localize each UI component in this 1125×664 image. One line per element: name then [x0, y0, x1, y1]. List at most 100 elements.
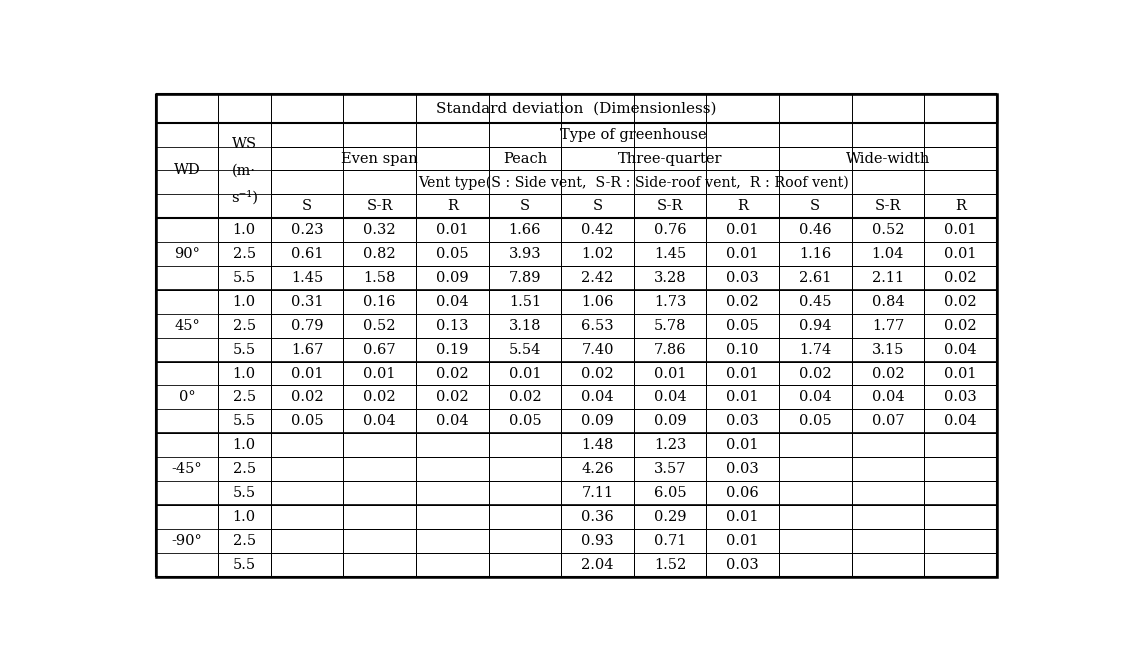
- Bar: [778, 290, 852, 314]
- Bar: [343, 410, 416, 434]
- Bar: [271, 314, 343, 338]
- Text: 3.15: 3.15: [872, 343, 904, 357]
- Bar: [156, 123, 218, 218]
- Text: 0.16: 0.16: [363, 295, 396, 309]
- Bar: [343, 529, 416, 552]
- Bar: [633, 386, 706, 410]
- Bar: [561, 338, 633, 362]
- Text: 0.04: 0.04: [436, 295, 469, 309]
- Bar: [488, 338, 561, 362]
- Text: 0.01: 0.01: [944, 247, 976, 261]
- Bar: [488, 147, 561, 171]
- Bar: [416, 338, 488, 362]
- Bar: [706, 266, 778, 290]
- Text: 2.5: 2.5: [233, 390, 255, 404]
- Text: 0.09: 0.09: [654, 414, 686, 428]
- Bar: [218, 266, 271, 290]
- Bar: [343, 338, 416, 362]
- Text: 0.04: 0.04: [944, 343, 976, 357]
- Text: 0.04: 0.04: [436, 414, 469, 428]
- Bar: [416, 505, 488, 529]
- Text: 0.36: 0.36: [582, 510, 614, 524]
- Text: 0.02: 0.02: [944, 271, 976, 285]
- Text: 0.05: 0.05: [290, 414, 323, 428]
- Text: 0.02: 0.02: [944, 295, 976, 309]
- Text: 0.02: 0.02: [436, 367, 469, 380]
- Text: 1.23: 1.23: [654, 438, 686, 452]
- Bar: [561, 314, 633, 338]
- Bar: [561, 195, 633, 218]
- Bar: [925, 457, 997, 481]
- Bar: [706, 481, 778, 505]
- Bar: [925, 505, 997, 529]
- Text: 0.93: 0.93: [582, 534, 614, 548]
- Bar: [156, 290, 218, 362]
- Text: S: S: [302, 199, 312, 213]
- Bar: [925, 434, 997, 457]
- Text: 0.05: 0.05: [508, 414, 541, 428]
- Bar: [633, 505, 706, 529]
- Text: 7.86: 7.86: [654, 343, 686, 357]
- Text: 2.42: 2.42: [582, 271, 614, 285]
- Text: 1.0: 1.0: [233, 223, 255, 237]
- Text: 5.5: 5.5: [233, 558, 255, 572]
- Text: 1.02: 1.02: [582, 247, 614, 261]
- Bar: [852, 362, 925, 386]
- Bar: [706, 362, 778, 386]
- Text: 6.05: 6.05: [654, 486, 686, 500]
- Bar: [218, 434, 271, 457]
- Text: 1.0: 1.0: [233, 510, 255, 524]
- Bar: [925, 529, 997, 552]
- Bar: [416, 314, 488, 338]
- Text: 0.06: 0.06: [727, 486, 759, 500]
- Text: 0.79: 0.79: [291, 319, 323, 333]
- Text: 1.0: 1.0: [233, 367, 255, 380]
- Bar: [416, 242, 488, 266]
- Text: 5.5: 5.5: [233, 414, 255, 428]
- Text: 1.52: 1.52: [654, 558, 686, 572]
- Bar: [561, 218, 633, 242]
- Text: 0.29: 0.29: [654, 510, 686, 524]
- Bar: [925, 552, 997, 576]
- Text: 0.42: 0.42: [582, 223, 614, 237]
- Bar: [561, 290, 633, 314]
- Bar: [343, 434, 416, 457]
- Bar: [561, 529, 633, 552]
- Bar: [271, 266, 343, 290]
- Text: Vent type(S : Side vent,  S-R : Side-roof vent,  R : Roof vent): Vent type(S : Side vent, S-R : Side-roof…: [418, 175, 849, 190]
- Bar: [488, 290, 561, 314]
- Bar: [488, 362, 561, 386]
- Bar: [416, 386, 488, 410]
- Text: S: S: [810, 199, 820, 213]
- Text: 0.19: 0.19: [436, 343, 468, 357]
- Text: 0.05: 0.05: [799, 414, 831, 428]
- Bar: [633, 457, 706, 481]
- Bar: [852, 529, 925, 552]
- Bar: [488, 481, 561, 505]
- Text: 1.51: 1.51: [508, 295, 541, 309]
- Bar: [416, 410, 488, 434]
- Bar: [778, 362, 852, 386]
- Bar: [343, 552, 416, 576]
- Bar: [706, 218, 778, 242]
- Bar: [271, 171, 997, 195]
- Bar: [343, 362, 416, 386]
- Text: 1.0: 1.0: [233, 295, 255, 309]
- Bar: [343, 242, 416, 266]
- Text: s⁻¹): s⁻¹): [231, 190, 258, 205]
- Bar: [706, 457, 778, 481]
- Bar: [925, 386, 997, 410]
- Text: 0.13: 0.13: [436, 319, 468, 333]
- Text: 0.03: 0.03: [727, 271, 759, 285]
- Bar: [416, 457, 488, 481]
- Bar: [778, 242, 852, 266]
- Bar: [561, 362, 633, 386]
- Text: 0.03: 0.03: [944, 390, 976, 404]
- Bar: [488, 434, 561, 457]
- Bar: [633, 434, 706, 457]
- Bar: [925, 410, 997, 434]
- Text: 0.32: 0.32: [363, 223, 396, 237]
- Bar: [778, 314, 852, 338]
- Bar: [852, 242, 925, 266]
- Bar: [706, 290, 778, 314]
